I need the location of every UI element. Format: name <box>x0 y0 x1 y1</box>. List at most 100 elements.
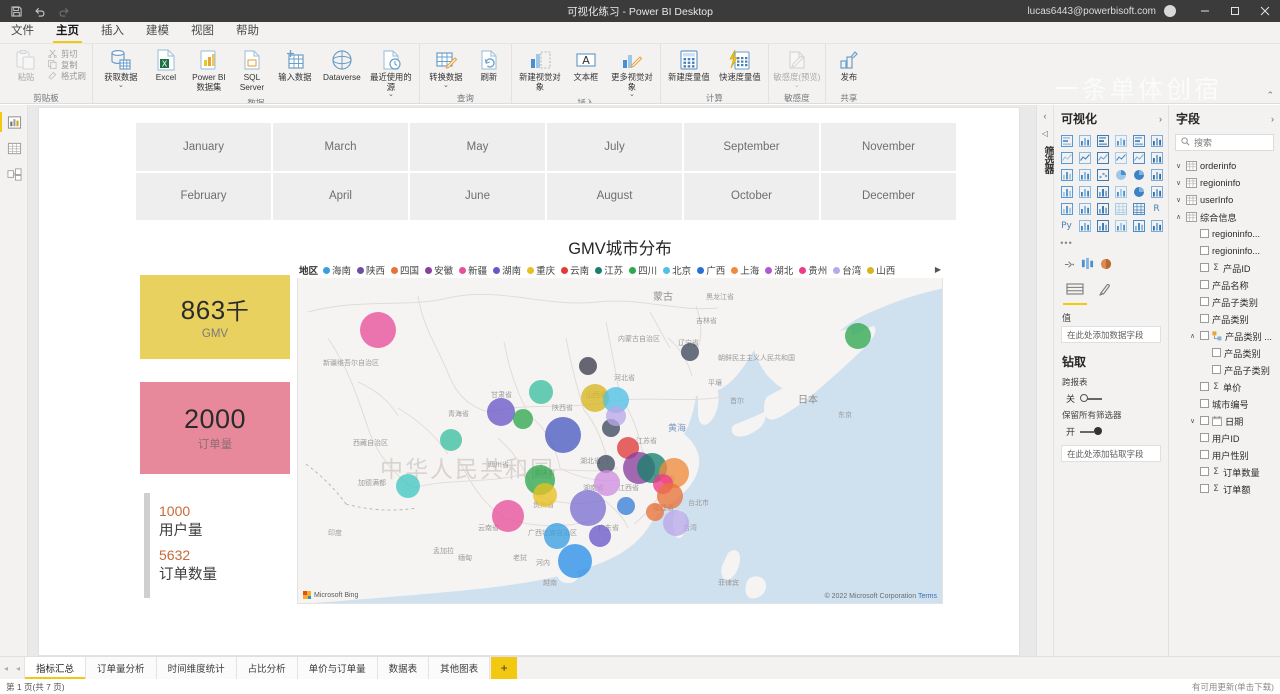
undo-icon[interactable] <box>33 4 47 18</box>
new-measure-button[interactable]: 新建度量值 <box>664 46 714 83</box>
keep-filters-toggle[interactable]: 开 <box>1054 423 1168 438</box>
slicer-item-august[interactable]: August <box>547 172 682 220</box>
chevron-left-icon[interactable]: ‹ <box>1043 111 1047 121</box>
map-bubble[interactable] <box>570 490 606 526</box>
sidebar-item-report-view[interactable] <box>0 109 28 135</box>
chevron-down-icon[interactable]: ⌄ <box>387 91 394 98</box>
visual-config-tabs[interactable] <box>1054 278 1168 305</box>
field-tree-row[interactable]: ∨ userInfo <box>1169 191 1280 208</box>
ribbon-tab-插入[interactable]: 插入 <box>101 25 124 37</box>
field-tree-row[interactable]: Σ 单价 <box>1169 378 1280 395</box>
update-notice[interactable]: 有可用更新(单击下载) <box>1191 681 1274 692</box>
map-bubble[interactable] <box>646 503 664 521</box>
page-prev-icon[interactable]: ◂ <box>4 663 9 673</box>
toggle-switch-off-icon[interactable] <box>1080 394 1103 403</box>
waterfall-chart-icon[interactable] <box>1058 167 1075 183</box>
legend-item-广西[interactable]: 广西 <box>697 263 725 277</box>
month-slicer[interactable]: January March May July September November Febr… <box>136 123 956 220</box>
shape-map-icon[interactable] <box>1094 184 1111 200</box>
table-icon[interactable] <box>1112 201 1129 217</box>
python-visual-icon[interactable]: Py <box>1061 221 1072 231</box>
get-more-visuals-icon[interactable] <box>1064 257 1075 275</box>
field-checkbox[interactable] <box>1200 280 1209 289</box>
field-tree-row[interactable]: 产品名称 <box>1169 276 1280 293</box>
chevron-down-icon[interactable]: ⌄ <box>628 91 635 98</box>
map-bubble[interactable] <box>663 510 689 536</box>
ribbon-tab-建模[interactable]: 建模 <box>146 25 169 37</box>
field-tree-row[interactable]: ∨ 日期 <box>1169 412 1280 429</box>
decomposition-tree-icon[interactable] <box>1094 218 1111 234</box>
analytics-icon[interactable] <box>1081 257 1094 275</box>
page-tab-占比分析[interactable]: 占比分析 <box>235 657 298 679</box>
powerbi-dataset-button[interactable]: Power BI 数据集 <box>186 46 232 92</box>
refresh-button[interactable]: 刷新 <box>470 46 508 83</box>
page-tab-其他图表[interactable]: 其他图表 <box>428 657 491 679</box>
get-data-button[interactable]: 获取数据 ⌄ <box>96 46 146 89</box>
legend-item-新疆[interactable]: 新疆 <box>459 263 487 277</box>
visual-type-gallery[interactable]: R Py ••• <box>1054 131 1168 251</box>
field-checkbox[interactable] <box>1200 331 1209 340</box>
legend-item-海南[interactable]: 海南 <box>323 263 351 277</box>
legend-item-山西[interactable]: 山西 <box>867 263 895 277</box>
field-tree-row[interactable]: 产品类别 <box>1169 310 1280 327</box>
sidebar-item-data-view[interactable] <box>0 135 28 161</box>
map-bubble[interactable] <box>617 497 635 515</box>
map-bubble[interactable] <box>440 429 462 451</box>
slicer-item-july[interactable]: July <box>547 123 682 171</box>
field-checkbox[interactable] <box>1200 297 1209 306</box>
map-bubble[interactable] <box>845 323 871 349</box>
legend-item-云南[interactable]: 云南 <box>561 263 589 277</box>
page-tab-订单量分析[interactable]: 订单量分析 <box>85 657 157 679</box>
map-bubble[interactable] <box>681 343 699 361</box>
slicer-item-november[interactable]: November <box>821 123 956 171</box>
treemap-icon[interactable] <box>1148 167 1165 183</box>
expander-icon[interactable]: ∨ <box>1175 162 1182 170</box>
map-bubble[interactable] <box>579 357 597 375</box>
funnel-chart-icon[interactable] <box>1076 167 1093 183</box>
field-tree-row[interactable]: Σ 订单额 <box>1169 480 1280 497</box>
text-box-button[interactable]: A 文本框 <box>566 46 606 83</box>
stacked-area-chart-icon[interactable] <box>1094 150 1111 166</box>
chevron-right-icon[interactable]: › <box>1271 113 1274 124</box>
chevron-down-icon[interactable]: ⌄ <box>442 81 449 89</box>
legend-item-湖北[interactable]: 湖北 <box>765 263 793 277</box>
slicer-item-october[interactable]: October <box>684 172 819 220</box>
line-chart-icon[interactable] <box>1058 150 1075 166</box>
chevron-down-icon[interactable]: ⌄ <box>117 81 124 89</box>
donut-chart-icon[interactable] <box>1130 167 1147 183</box>
map-bubble[interactable] <box>558 544 592 578</box>
field-tree-row[interactable]: 城市编号 <box>1169 395 1280 412</box>
value-well[interactable]: 在此处添加数据字段 <box>1061 326 1161 343</box>
fields-search[interactable]: 搜索 <box>1175 134 1274 151</box>
legend-item-台湾[interactable]: 台湾 <box>833 263 861 277</box>
minimize-button[interactable] <box>1190 0 1220 22</box>
map-bubble[interactable] <box>594 470 620 496</box>
map-visual[interactable]: GMV城市分布 地区 海南 陕西 四国 安徽 新疆 湖南 重庆 云南 江苏 四川 北京 广西 上海 湖北 贵州… <box>297 238 943 606</box>
slicer-item-december[interactable]: December <box>821 172 956 220</box>
avatar[interactable] <box>1164 5 1176 17</box>
field-tree-row[interactable]: 产品子类别 <box>1169 293 1280 310</box>
page-nav-buttons[interactable]: ◂ ◂ <box>0 657 24 679</box>
map-bubble[interactable] <box>529 380 553 404</box>
field-checkbox[interactable] <box>1200 416 1209 425</box>
expander-icon[interactable]: ∧ <box>1175 213 1182 221</box>
ribbon-tab-文件[interactable]: 文件 <box>11 25 34 37</box>
area-chart-icon[interactable] <box>1076 150 1093 166</box>
field-checkbox[interactable] <box>1200 229 1209 238</box>
expander-icon[interactable]: ∨ <box>1189 417 1196 425</box>
format-tab[interactable] <box>1098 282 1112 305</box>
100-stacked-bar-chart-icon[interactable] <box>1130 133 1147 149</box>
field-tree-row[interactable]: ∧ 综合信息 <box>1169 208 1280 225</box>
legend-item-湖南[interactable]: 湖南 <box>493 263 521 277</box>
multi-row-card-icon[interactable] <box>1058 201 1075 217</box>
gauge-icon[interactable] <box>1130 184 1147 200</box>
quick-measure-button[interactable]: 快速度量值 <box>715 46 765 83</box>
page-next-icon[interactable]: ◂ <box>16 663 21 673</box>
new-visual-button[interactable]: 新建视觉对象 <box>515 46 565 92</box>
field-checkbox[interactable] <box>1200 484 1209 493</box>
map-bubble[interactable] <box>545 417 581 453</box>
ribbon-tab-主页[interactable]: 主页 <box>45 21 90 43</box>
filters-pane-collapsed[interactable]: ‹ ◁ 筛选器 <box>1036 105 1054 656</box>
r-script-icon[interactable]: R <box>1153 204 1160 214</box>
legend-item-上海[interactable]: 上海 <box>731 263 759 277</box>
